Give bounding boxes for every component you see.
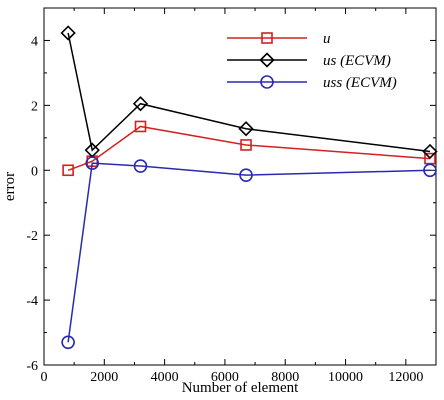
legend-swatch-marker [260,75,274,89]
legend-item: us (ECVM) [227,52,391,69]
y-tick-label: -4 [26,294,38,309]
data-point [61,335,75,350]
y-tick-label: 2 [31,99,38,114]
data-point [239,168,253,182]
data-point [422,143,438,160]
data-point [62,164,74,177]
series-line [67,162,430,343]
data-point [240,139,252,151]
y-tick-label: 4 [31,34,38,49]
data-point [133,159,148,173]
series-2 [61,156,437,350]
series-line [67,32,431,153]
legend-item: u [227,31,331,47]
legend-label: uss (ECVM) [323,75,397,91]
y-tick-label: 0 [31,164,38,179]
legend-swatch-marker [259,52,275,68]
data-point [132,96,149,112]
legend-swatch-marker [261,32,273,44]
data-point [134,120,147,133]
axes-group [43,7,437,366]
y-tick-label: -2 [26,229,38,244]
series-1 [60,25,438,160]
data-point [423,163,437,178]
x-axis-label: Number of element [182,380,299,396]
x-tick-label: 6000 [211,370,239,385]
legend-label: us (ECVM) [323,53,391,69]
legend-item: uss (ECVM) [227,75,397,91]
x-tick-label: 8000 [271,370,299,385]
y-axis-label: error [2,172,18,201]
data-point [238,121,254,137]
x-tick-label: 2000 [90,370,118,385]
series-layer [60,25,438,350]
data-point [85,156,100,170]
x-tick-label: 12000 [388,370,423,385]
legend: u us (ECVM) uss (ECVM) [227,31,397,91]
legend-label: u [323,31,331,47]
x-tick-label: 10000 [328,370,363,385]
x-tick-label: 4000 [151,370,179,385]
series-line [67,125,431,171]
data-point [60,25,76,41]
ticks-group: 0 2000 4000 6000 8000 10000 12000 -6 -4 -2 0 2 4 [26,7,437,385]
y-tick-label: -6 [26,359,38,374]
plot-frame [43,7,437,366]
x-tick-label: 0 [41,370,48,385]
